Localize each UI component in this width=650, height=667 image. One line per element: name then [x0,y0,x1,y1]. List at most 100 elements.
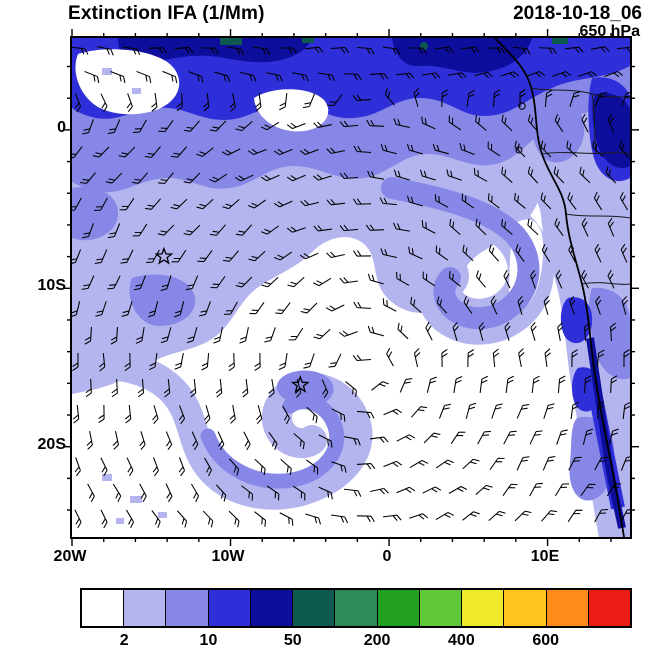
wind-barb [151,92,158,112]
wind-barb [107,275,121,290]
wind-barb [542,455,556,471]
axis-ticks [63,29,639,546]
colorbar-cell [587,590,631,626]
wind-barb [305,513,321,525]
colorbar-tick-label: 50 [283,632,302,649]
wind-barb [571,349,578,368]
colorbar-cell [82,590,124,626]
wind-barb [450,431,466,445]
wind-barb [235,120,253,132]
wind-barb [554,483,570,497]
wind-barb [570,401,580,420]
wind-barb [569,91,581,107]
colorbar-cell [376,590,419,626]
wind-barb [286,174,306,182]
wind-barb [118,146,136,158]
wind-barb [356,515,375,523]
wind-barb [215,484,227,502]
wind-barb [313,225,333,232]
wind-barb [209,120,227,132]
wind-barb [275,302,291,315]
wind-barb [567,509,583,523]
wind-barb [367,273,384,285]
wind-barb [107,223,121,239]
wind-barb [379,197,398,206]
colorbar-labels: 2 10 50 200 400 600 [82,632,630,654]
wind-barb [514,510,532,522]
wind-barb [302,93,316,109]
wind-barb [474,71,493,79]
wind-barb [137,378,145,398]
wind-barb [241,485,254,501]
x-tick-label: 10E [530,548,560,565]
wind-barb [422,271,436,287]
wind-barb [593,191,603,211]
wind-barb [622,401,630,420]
wind-barb [408,246,423,260]
wind-barb [448,115,462,131]
wind-barb [512,46,531,55]
wind-barb [190,483,200,503]
wind-barb [488,510,506,522]
wind-barb [554,114,564,133]
wind-barb [581,269,589,289]
wind-barb [435,511,455,520]
wind-barb [191,431,199,451]
wind-barb [318,486,333,500]
wind-barb [407,195,423,207]
wind-barb [321,379,329,399]
wind-barb [409,513,429,520]
wind-barb [607,113,615,133]
wind-barb [84,70,100,84]
wind-barb [592,140,604,158]
wind-barb [411,406,428,418]
wind-barb [435,245,449,261]
wind-barb [383,460,403,468]
wind-barb [85,378,92,398]
wind-barb [139,431,146,450]
wind-barb [274,251,293,261]
wind-barb [492,348,500,368]
wind-barb [370,487,389,495]
wind-barb [288,327,304,341]
wind-barb [178,405,186,425]
wind-barb [300,199,319,207]
wind-barb [446,169,462,181]
wind-barb [581,217,589,237]
wind-barb [383,408,403,416]
wind-barb [292,72,309,82]
wind-barb [583,322,591,342]
wind-barb [395,72,415,80]
wind-barb [541,510,558,522]
wind-barb [595,295,602,315]
wind-barb [204,457,212,477]
wind-barb [462,511,480,521]
wind-barb [146,249,160,264]
colorbar-cell [545,590,588,626]
colorbar-cell [503,590,546,626]
wind-barb [478,322,486,341]
wind-barb [516,456,530,471]
wind-barb [273,148,293,156]
colorbar-cell [249,590,293,626]
colorbar-cell [461,590,504,626]
wind-barb [186,327,198,344]
wind-barb [72,146,83,159]
wind-barbs [72,46,630,529]
plot-title: Extinction IFA (1/Mm) [68,3,265,24]
wind-barb [222,198,240,210]
wind-barb [112,431,119,450]
wind-barb [623,349,630,368]
wind-barb [367,170,384,180]
colorbar-cell [207,590,250,626]
clear-gap-layer [75,49,329,132]
wind-barb [111,378,118,398]
wind-barb [97,46,114,56]
datetime-label: 2018-10-18_06 [513,3,642,24]
wind-barb [196,147,214,157]
colorbar-cell [292,590,335,626]
wind-barb [292,485,306,501]
wind-barb [328,353,342,368]
wind-barb [594,243,602,263]
wind-barb [557,375,566,394]
